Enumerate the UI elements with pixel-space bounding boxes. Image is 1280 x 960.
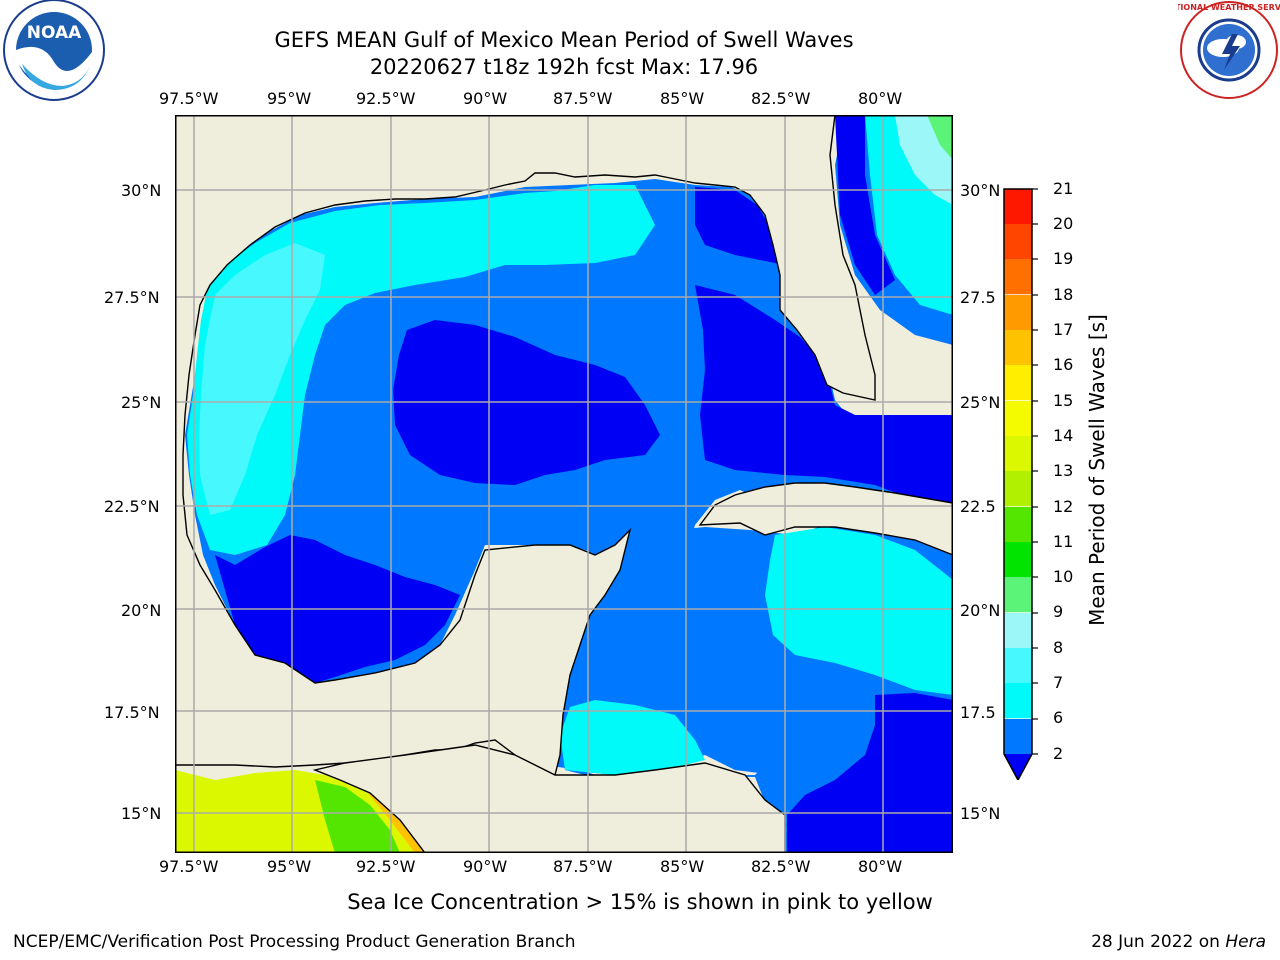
colorbar-tick: 16 xyxy=(1053,355,1074,374)
lat-tick-left: 15°N xyxy=(121,804,162,823)
footer-date-text: 28 Jun 2022 on xyxy=(1091,932,1226,952)
lat-tick-left: 30°N xyxy=(121,181,162,200)
colorbar-tick: 11 xyxy=(1053,532,1074,551)
chart-subtitle: 20220627 t18z 192h fcst Max: 17.96 xyxy=(369,55,759,79)
lat-tick-left: 22.5°N xyxy=(104,497,160,516)
pacific-water-11-12s xyxy=(315,780,400,853)
footer-branch: NCEP/EMC/Verification Post Processing Pr… xyxy=(13,932,576,952)
lon-tick-bottom: 80°W xyxy=(858,857,903,876)
lat-tick-right: 22.5 xyxy=(960,497,996,516)
nws-logo: NATIONAL WEATHER SERVICE xyxy=(1178,1,1280,99)
lon-tick-bottom: 97.5°W xyxy=(159,857,219,876)
lon-tick-bottom: 90°W xyxy=(463,857,508,876)
lat-lon-grid xyxy=(175,115,953,853)
lat-tick-right: 30°N xyxy=(960,181,1001,200)
lat-tick-right: 17.5 xyxy=(960,703,996,722)
lon-tick-top: 95°W xyxy=(267,89,312,108)
colorbar-tick: 17 xyxy=(1053,320,1074,339)
atlantic-water-9-10s xyxy=(927,115,953,160)
colorbar-tick: 15 xyxy=(1053,391,1074,410)
lon-tick-bottom: 82.5°W xyxy=(751,857,811,876)
lat-tick-left: 20°N xyxy=(121,601,162,620)
lat-tick-right: 20°N xyxy=(960,601,1001,620)
colorbar-tick: 10 xyxy=(1053,567,1074,586)
land-central-america xyxy=(312,744,786,853)
footer-date: 28 Jun 2022 on Hera xyxy=(1091,932,1266,952)
nws-ring-text: NATIONAL WEATHER SERVICE xyxy=(1178,3,1280,12)
colorbar-tick: 14 xyxy=(1053,426,1074,445)
map-border xyxy=(175,115,953,853)
lon-tick-top: 92.5°W xyxy=(356,89,416,108)
lat-tick-left: 25°N xyxy=(121,393,162,412)
swell-period-map xyxy=(175,115,953,853)
colorbar-tick: 20 xyxy=(1053,214,1074,233)
colorbar-tick: 21 xyxy=(1053,179,1074,198)
lon-tick-top: 80°W xyxy=(858,89,903,108)
sea-ice-note: Sea Ice Concentration > 15% is shown in … xyxy=(347,890,933,914)
lon-tick-bottom: 85°W xyxy=(660,857,705,876)
lon-tick-top: 90°W xyxy=(463,89,508,108)
colorbar-segments xyxy=(1004,189,1032,780)
atlantic-water-2-4s xyxy=(835,115,895,295)
colorbar-tick: 2 xyxy=(1053,744,1064,763)
colorbar xyxy=(1003,188,1038,780)
lon-tick-top: 87.5°W xyxy=(553,89,613,108)
colorbar-tick: 8 xyxy=(1053,638,1064,657)
noaa-logo: NOAA xyxy=(3,0,105,101)
lon-tick-top: 82.5°W xyxy=(751,89,811,108)
caribbean-water-6-7s xyxy=(765,527,953,695)
gulf-water-7-8s xyxy=(199,243,325,515)
lat-tick-right: 27.5 xyxy=(960,288,996,307)
colorbar-tick: 18 xyxy=(1053,285,1074,304)
lon-tick-top: 85°W xyxy=(660,89,705,108)
lon-tick-top: 97.5°W xyxy=(159,89,219,108)
lon-tick-bottom: 95°W xyxy=(267,857,312,876)
lon-tick-bottom: 92.5°W xyxy=(356,857,416,876)
lat-tick-left: 27.5°N xyxy=(104,288,160,307)
gulf-water-2-4s-nw xyxy=(695,187,785,265)
colorbar-tick: 6 xyxy=(1053,708,1064,727)
lat-tick-left: 17.5°N xyxy=(104,703,160,722)
lon-tick-bottom: 87.5°W xyxy=(553,857,613,876)
colorbar-label: Mean Period of Swell Waves [s] xyxy=(1085,314,1109,626)
footer-machine: Hera xyxy=(1225,932,1266,952)
colorbar-tick: 12 xyxy=(1053,497,1074,516)
caribbean-water-6-7s-south xyxy=(560,700,705,775)
colorbar-tick: 19 xyxy=(1053,249,1074,268)
noaa-logo-text: NOAA xyxy=(27,23,82,43)
lat-tick-right: 25°N xyxy=(960,393,1001,412)
land-us-gulf-coast xyxy=(175,115,953,776)
colorbar-tick: 13 xyxy=(1053,461,1074,480)
lat-tick-right: 15°N xyxy=(960,804,1001,823)
colorbar-tick: 9 xyxy=(1053,602,1064,621)
colorbar-tick: 7 xyxy=(1053,673,1064,692)
gulf-water-2-4s-east xyxy=(695,285,953,510)
chart-title: GEFS MEAN Gulf of Mexico Mean Period of … xyxy=(274,28,854,52)
